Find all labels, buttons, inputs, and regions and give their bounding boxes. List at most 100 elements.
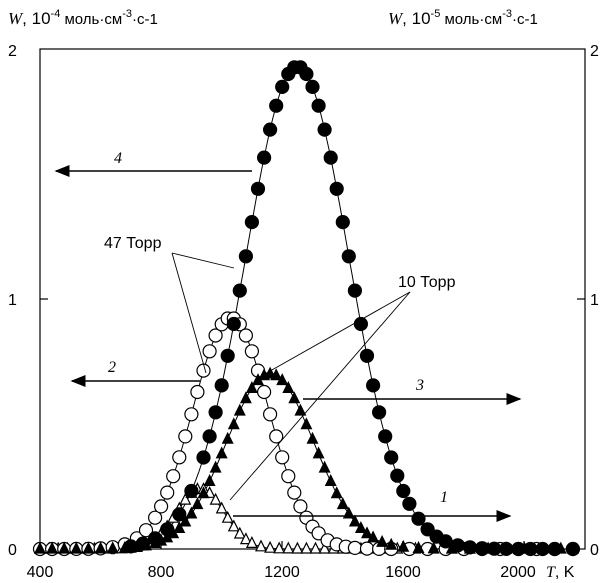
- data-point-series-4: [269, 98, 284, 113]
- data-point-series-4: [305, 79, 320, 95]
- data-point-series-3: [427, 541, 440, 554]
- data-point-series-1: [309, 541, 322, 554]
- data-point-series-2: [202, 344, 217, 359]
- data-point-series-2: [184, 407, 199, 422]
- data-point-series-2: [244, 344, 259, 359]
- data-point-series-3: [367, 530, 380, 543]
- data-point-series-4: [196, 450, 211, 465]
- data-point-series-2: [257, 384, 272, 400]
- data-point-series-4: [257, 150, 272, 165]
- data-point-series-4: [366, 378, 381, 393]
- fit-curve-4: [40, 65, 570, 550]
- data-point-series-2: [269, 429, 284, 444]
- data-point-series-1: [233, 526, 246, 539]
- data-point-series-3: [348, 514, 361, 527]
- x-tick-label: 400: [27, 564, 54, 581]
- data-point-series-4: [411, 511, 426, 526]
- data-point-series-3: [318, 460, 331, 473]
- pressure-leaders: [171, 252, 411, 501]
- data-point-series-4: [226, 316, 241, 332]
- data-point-series-4: [160, 522, 175, 537]
- pressure-label-10: 10 Торр: [398, 274, 456, 291]
- data-point-series-3: [215, 446, 228, 459]
- data-point-series-4: [214, 378, 229, 393]
- arrow-label-3: 3: [415, 377, 424, 394]
- data-point-series-3: [239, 391, 252, 404]
- data-point-series-3: [306, 431, 319, 444]
- data-point-series-3: [221, 431, 234, 444]
- data-point-series-2: [263, 407, 278, 422]
- x-tick-label: 2000: [500, 564, 536, 581]
- data-point-series-4: [499, 541, 514, 557]
- data-point-series-3: [82, 541, 95, 554]
- data-point-series-4: [359, 348, 375, 363]
- data-point-series-3: [376, 534, 389, 547]
- data-point-series-4: [208, 405, 223, 420]
- data-point-series-4: [341, 249, 356, 264]
- data-point-series-3: [191, 497, 204, 510]
- arrow-label-2: 2: [108, 359, 116, 376]
- fit-curves: [40, 65, 570, 550]
- data-point-series-4: [390, 468, 405, 483]
- data-point-series-4: [232, 283, 247, 298]
- arrow-label-4: 4: [114, 150, 122, 167]
- y-left-tick-label: 2: [8, 43, 17, 60]
- data-point-series-4: [135, 536, 150, 551]
- data-point-series-4: [372, 405, 387, 420]
- data-point-series-2: [275, 450, 290, 465]
- data-point-series-4: [329, 181, 344, 196]
- data-point-series-2: [287, 485, 302, 500]
- data-point-series-4: [123, 539, 138, 554]
- arrow-label-1: 1: [440, 489, 448, 506]
- data-point-series-1: [245, 536, 258, 549]
- data-point-series-3: [179, 514, 192, 527]
- data-point-series-3: [203, 474, 216, 486]
- y-right-tick-label: 2: [590, 43, 599, 60]
- data-point-series-3: [300, 417, 313, 430]
- data-point-series-3: [324, 474, 337, 486]
- data-point-series-1: [318, 541, 331, 554]
- data-point-series-4: [523, 541, 538, 557]
- data-point-series-3: [330, 486, 343, 499]
- data-point-series-4: [184, 483, 199, 499]
- data-point-series-3: [94, 541, 107, 554]
- data-point-series-4: [299, 66, 314, 82]
- data-point-series-2: [138, 523, 154, 538]
- data-point-series-3: [397, 539, 410, 552]
- data-point-series-2: [166, 469, 181, 484]
- data-point-series-3: [288, 391, 301, 404]
- data-point-series-4: [250, 181, 266, 196]
- y-left-tick-label: 0: [8, 542, 17, 559]
- data-point-series-2: [196, 363, 211, 378]
- data-point-series-3: [185, 506, 198, 519]
- data-point-series-4: [378, 429, 393, 444]
- x-tick-label: 800: [148, 564, 175, 581]
- data-point-series-1: [239, 532, 252, 545]
- data-point-series-3: [46, 541, 59, 554]
- data-point-series-3: [233, 403, 246, 416]
- data-markers: [32, 60, 581, 557]
- data-point-series-2: [154, 499, 169, 514]
- data-point-series-2: [190, 384, 205, 400]
- data-point-series-1: [291, 541, 304, 554]
- data-point-series-1: [264, 540, 277, 553]
- y-right-tick-label: 1: [590, 292, 599, 309]
- y-right-tick-label: 0: [590, 542, 599, 559]
- data-point-series-4: [402, 496, 417, 511]
- data-point-series-4: [450, 538, 465, 553]
- data-point-series-4: [311, 98, 326, 113]
- data-point-series-2: [178, 429, 193, 444]
- data-point-series-4: [438, 534, 453, 549]
- left-axis-title: W, 10-4 моль·см-3·с-1: [8, 8, 158, 28]
- data-point-series-3: [312, 446, 325, 459]
- data-point-series-4: [396, 483, 411, 499]
- data-point-series-3: [245, 381, 258, 393]
- x-axis-title: T, K: [546, 564, 575, 581]
- data-point-series-4: [323, 150, 338, 165]
- data-point-series-3: [70, 541, 83, 554]
- data-point-series-3: [227, 417, 240, 430]
- data-point-series-2: [238, 328, 253, 343]
- data-point-series-2: [160, 485, 175, 500]
- data-point-series-4: [565, 541, 581, 557]
